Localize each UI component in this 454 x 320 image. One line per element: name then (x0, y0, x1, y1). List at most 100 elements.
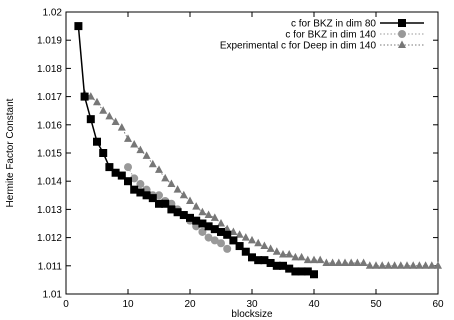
series-1-point (99, 149, 108, 157)
series-1-point (155, 199, 163, 208)
series-1-point (173, 208, 182, 217)
series-3-point (142, 151, 151, 159)
series-3-point (396, 261, 405, 269)
series-3-point (217, 219, 225, 227)
y-tick-label: 1.013 (37, 205, 62, 216)
series-1-point (254, 256, 263, 265)
series-3 (80, 89, 442, 269)
series-2-point (155, 191, 163, 200)
series-3-point (322, 258, 331, 266)
legend: c for BKZ in dim 80c for BKZ in dim 140E… (220, 19, 424, 52)
series-1-point (93, 137, 101, 146)
series-3-point (384, 261, 393, 269)
x-tick-label: 30 (246, 299, 258, 310)
series-3-point (111, 117, 120, 125)
y-tick-label: 1.02 (43, 8, 63, 19)
series-3-point (173, 185, 182, 193)
series-3-point (310, 255, 318, 264)
series-2-point (124, 163, 132, 172)
y-tick-label: 1.019 (37, 36, 62, 47)
series-3-point (291, 252, 300, 261)
series-1-point (297, 267, 306, 276)
series-3-point (316, 255, 325, 264)
series-2-point (217, 239, 225, 248)
series-1-point (148, 194, 157, 203)
series-3-point (334, 258, 343, 266)
series-3-point (303, 255, 312, 264)
series-3-point (427, 261, 436, 269)
series-3-point (254, 238, 263, 247)
series-1-point (124, 177, 132, 186)
legend-marker (398, 40, 406, 48)
series-3-point (186, 196, 194, 204)
series-3-point (272, 247, 281, 255)
series-3-point (179, 190, 188, 199)
series-3-point (353, 258, 362, 266)
x-tick-label: 60 (432, 299, 444, 310)
series-layer (74, 22, 442, 279)
series-1-point (192, 216, 201, 225)
series-1-point (260, 256, 269, 265)
x-tick-label: 40 (308, 299, 320, 310)
x-tick-label: 50 (370, 299, 382, 310)
plot-frame (65, 11, 439, 295)
series-2-point (198, 227, 207, 236)
series-3-point (347, 258, 356, 266)
y-tick-label: 1.014 (37, 177, 62, 188)
series-1-point (179, 211, 188, 220)
series-3-point (390, 261, 399, 269)
series-3-point (403, 261, 411, 269)
series-1-point (217, 227, 225, 236)
y-tick-label: 1.015 (37, 149, 62, 160)
series-2-point (130, 174, 139, 183)
y-tick-label: 1.01 (43, 290, 63, 301)
series-1-point (130, 185, 139, 194)
x-tick-label: 20 (184, 299, 196, 310)
series-3-point (136, 145, 145, 154)
y-tick-label: 1.016 (37, 120, 62, 131)
series-3-point (223, 224, 232, 233)
series-3-point (372, 261, 380, 269)
y-tick-label: 1.012 (37, 233, 62, 244)
series-2-point (223, 244, 232, 253)
series-3-point (105, 111, 114, 120)
series-1-point (210, 225, 219, 234)
series-3-point (99, 106, 108, 114)
series-1-line (77, 26, 315, 275)
series-1-point (105, 163, 114, 172)
series-3-point (341, 258, 349, 266)
x-tick-label: 10 (122, 299, 134, 310)
series-3-point (117, 123, 126, 131)
series-1-point (186, 213, 194, 222)
series-3-point (378, 261, 387, 269)
series-2-point (210, 236, 219, 245)
series-1-point (272, 261, 281, 270)
series-1-point (241, 247, 250, 256)
series-1-point (248, 253, 256, 262)
series-3-point (328, 258, 337, 266)
series-1-point (161, 199, 170, 208)
series-3-point (130, 140, 139, 148)
x-axis-title: blocksize (231, 309, 273, 320)
series-3-point (409, 261, 418, 269)
series-3-point (124, 134, 132, 142)
series-3-point (241, 233, 250, 241)
series-3-point (167, 179, 176, 188)
y-tick-label: 1.018 (37, 64, 62, 75)
series-3-point (365, 261, 374, 269)
legend-marker (398, 19, 406, 27)
x-tick-label: 0 (63, 299, 69, 310)
series-1-point (204, 222, 213, 231)
series-1-point (266, 258, 275, 267)
series-1-point (86, 115, 95, 124)
series-3-point (434, 261, 442, 269)
series-3-point (93, 97, 101, 106)
series-1-point (235, 242, 244, 251)
series-2-point (136, 180, 145, 189)
series-3-point (279, 250, 287, 258)
series-1-point (279, 261, 287, 270)
series-1-point (111, 168, 120, 177)
series-1-point (291, 267, 300, 276)
series-3-point (86, 92, 95, 100)
